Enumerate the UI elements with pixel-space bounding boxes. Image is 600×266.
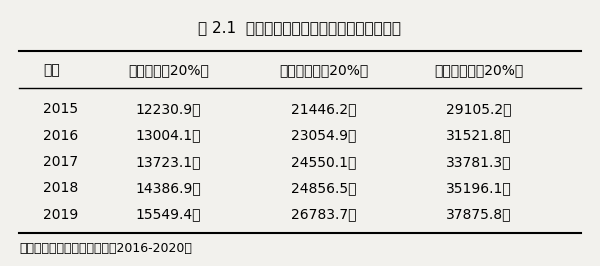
Text: 13723.1元: 13723.1元 — [136, 155, 202, 169]
Text: 21446.2元: 21446.2元 — [291, 102, 356, 116]
Text: 23054.9元: 23054.9元 — [291, 129, 356, 143]
Text: 2018: 2018 — [43, 181, 79, 195]
Text: 37875.8元: 37875.8元 — [446, 207, 512, 222]
Text: 2015: 2015 — [43, 102, 79, 116]
Text: 中等偏下户（20%）: 中等偏下户（20%） — [279, 63, 368, 77]
Text: 2019: 2019 — [43, 207, 79, 222]
Text: 29105.2元: 29105.2元 — [446, 102, 512, 116]
Text: 15549.4元: 15549.4元 — [136, 207, 202, 222]
Text: 数据来源：《中国统计年鉴》2016-2020年: 数据来源：《中国统计年鉴》2016-2020年 — [19, 242, 192, 255]
Text: 26783.7元: 26783.7元 — [291, 207, 356, 222]
Text: 13004.1元: 13004.1元 — [136, 129, 202, 143]
Text: 33781.3元: 33781.3元 — [446, 155, 512, 169]
Text: 31521.8元: 31521.8元 — [446, 129, 512, 143]
Text: 24550.1元: 24550.1元 — [291, 155, 356, 169]
Text: 12230.9元: 12230.9元 — [136, 102, 202, 116]
Text: 低收入户（20%）: 低收入户（20%） — [128, 63, 209, 77]
Text: 24856.5元: 24856.5元 — [291, 181, 356, 195]
Text: 14386.9元: 14386.9元 — [136, 181, 202, 195]
Text: 年份: 年份 — [43, 63, 60, 77]
Text: 2016: 2016 — [43, 129, 79, 143]
Text: 表 2.1  我国城镇中低收入居民基本年收入情况: 表 2.1 我国城镇中低收入居民基本年收入情况 — [199, 20, 401, 35]
Text: 35196.1元: 35196.1元 — [446, 181, 512, 195]
Text: 中等收入户（20%）: 中等收入户（20%） — [434, 63, 524, 77]
Text: 2017: 2017 — [43, 155, 79, 169]
